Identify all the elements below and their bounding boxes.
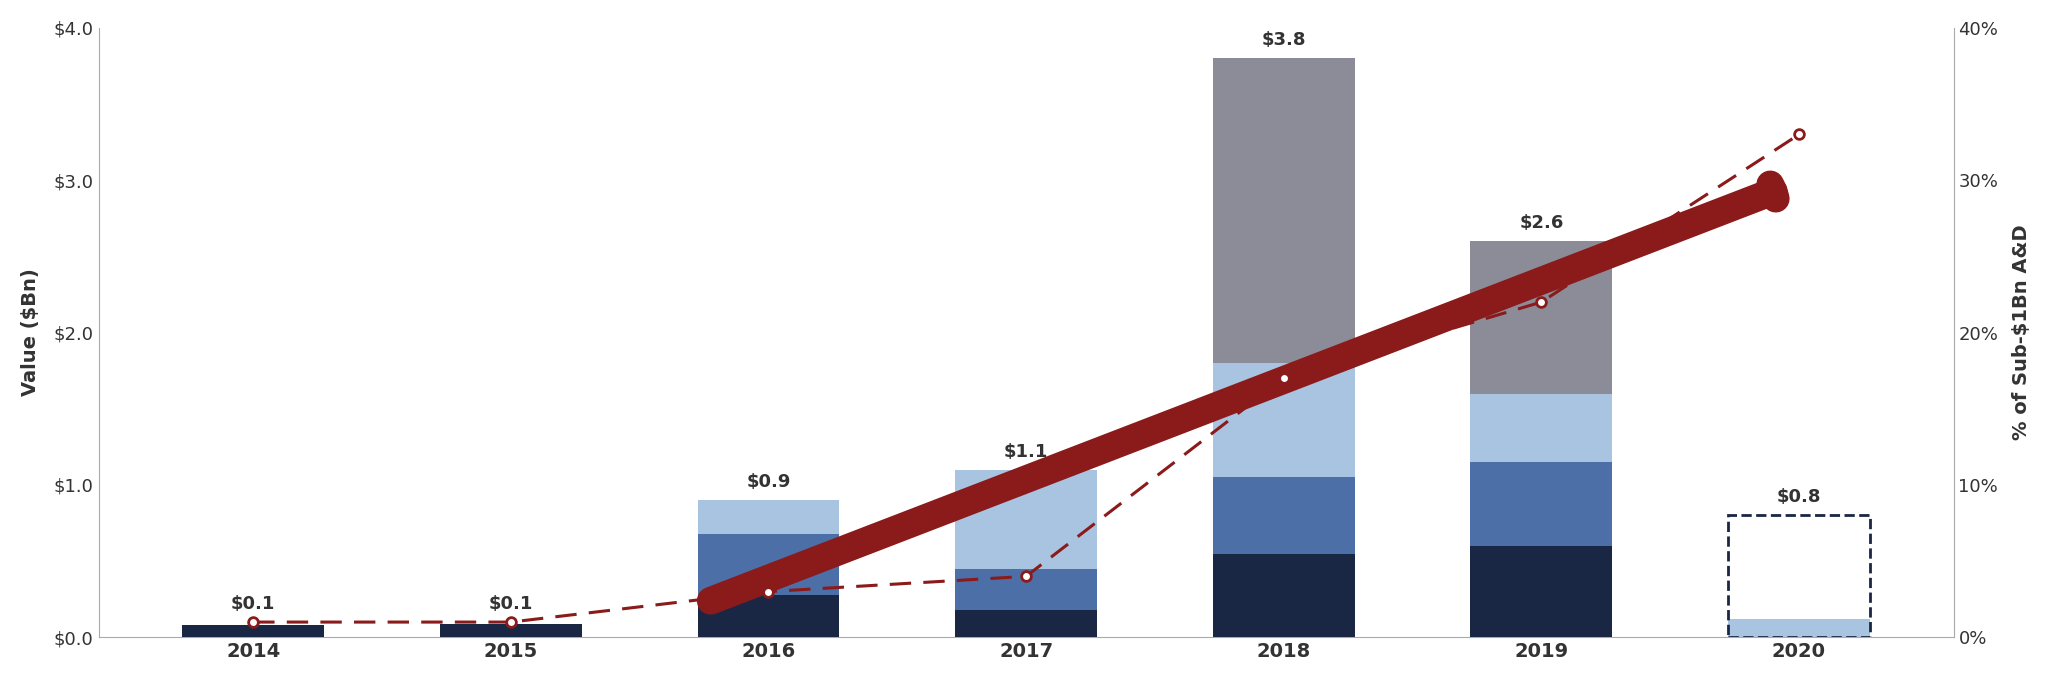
Bar: [956, 610, 1098, 637]
Bar: [698, 500, 839, 534]
Bar: [1728, 516, 1869, 637]
Bar: [1471, 462, 1613, 546]
Bar: [1728, 619, 1869, 637]
Bar: [1471, 394, 1613, 462]
Bar: [698, 534, 839, 595]
Text: $0.8: $0.8: [1777, 488, 1822, 506]
Text: $0.1: $0.1: [232, 595, 275, 613]
Bar: [956, 470, 1098, 569]
Bar: [1213, 477, 1354, 554]
Text: $2.6: $2.6: [1518, 214, 1564, 232]
Bar: [1471, 546, 1613, 637]
Text: $1.1: $1.1: [1003, 443, 1049, 460]
Bar: [1213, 554, 1354, 637]
Y-axis label: Value ($Bn): Value ($Bn): [21, 269, 39, 396]
Text: $0.1: $0.1: [488, 595, 534, 613]
Bar: [183, 625, 324, 637]
Text: $0.9: $0.9: [747, 473, 790, 491]
Bar: [698, 595, 839, 637]
Bar: [956, 569, 1098, 610]
Text: $3.8: $3.8: [1262, 31, 1305, 49]
Bar: [1471, 241, 1613, 394]
Y-axis label: % of Sub-$1Bn A&D: % of Sub-$1Bn A&D: [2013, 225, 2031, 441]
Bar: [439, 623, 581, 637]
Bar: [1213, 58, 1354, 363]
Bar: [1213, 363, 1354, 477]
